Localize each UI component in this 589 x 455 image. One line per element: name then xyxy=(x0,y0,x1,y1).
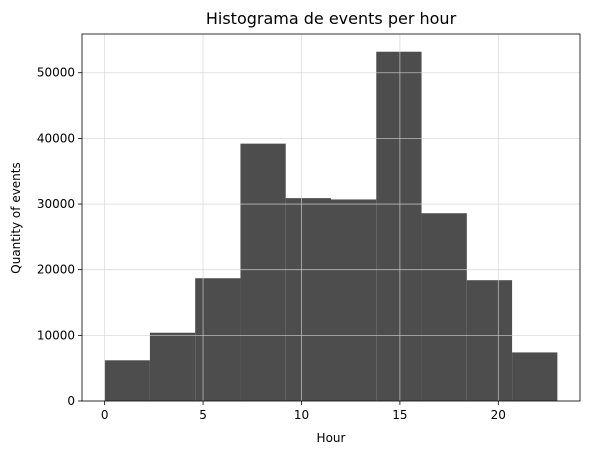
x-axis-ticks: 0 5 10 15 20 xyxy=(101,401,506,422)
histogram-bar xyxy=(331,199,377,401)
y-axis-ticks: 0 10000 20000 30000 40000 50000 xyxy=(37,66,82,408)
y-tick-label: 20000 xyxy=(37,263,75,277)
x-tick-label: 0 xyxy=(101,408,109,422)
histogram-bar xyxy=(240,143,286,401)
plot-border xyxy=(81,33,581,402)
histogram-bar xyxy=(421,213,467,401)
x-tick-label: 20 xyxy=(491,408,506,422)
histogram-bars xyxy=(104,51,558,402)
plot-frame xyxy=(81,33,581,402)
y-axis-label: Quantity of events xyxy=(9,162,23,273)
x-tick-label: 5 xyxy=(199,408,207,422)
histogram-bar xyxy=(466,280,513,401)
histogram-bar xyxy=(285,198,331,401)
x-tick-label: 10 xyxy=(294,408,309,422)
y-tick-label: 50000 xyxy=(37,66,75,80)
chart-title: Histograma de events per hour xyxy=(206,9,457,28)
histogram-bar xyxy=(195,278,241,401)
x-tick-label: 15 xyxy=(392,408,407,422)
y-tick-label: 10000 xyxy=(37,328,75,342)
y-tick-label: 0 xyxy=(67,394,75,408)
histogram-bar xyxy=(149,332,196,401)
y-tick-label: 30000 xyxy=(37,197,75,211)
x-axis-label: Hour xyxy=(317,431,346,445)
y-tick-label: 40000 xyxy=(37,131,75,145)
histogram-bar xyxy=(104,360,150,401)
histogram-bar xyxy=(512,352,558,401)
histogram-bar xyxy=(376,51,422,402)
